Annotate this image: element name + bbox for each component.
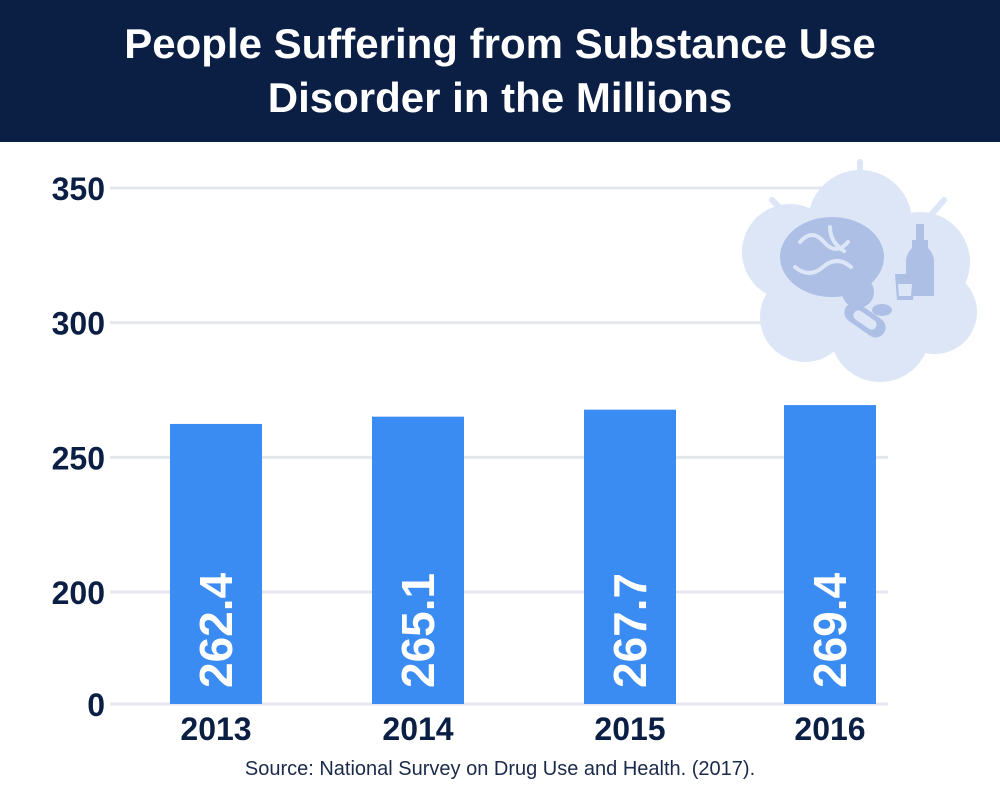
bar-2014 [372,416,464,704]
y-tick-label: 300 [52,306,105,342]
pill-icon [844,302,892,338]
bar-2013 [170,423,262,704]
brain-folds [793,225,853,275]
x-tick-label: 2016 [794,711,865,747]
bar-2016 [784,405,876,704]
bar-2015 [584,409,676,704]
y-tick-label: 250 [52,440,105,476]
y-tick-label: 0 [87,687,105,723]
bar-value-label: 262.4 [190,572,242,688]
bar-value-label: 265.1 [392,573,444,688]
title-banner: People Suffering from Substance Use Diso… [0,0,1000,142]
x-tick-label: 2013 [180,711,251,747]
source-note: Source: National Survey on Drug Use and … [244,758,756,780]
y-axis-ticks: 0 200 250 300 350 [52,171,105,723]
y-tick-label: 200 [52,575,105,611]
x-tick-label: 2014 [382,711,453,747]
chart-title: People Suffering from Substance Use Diso… [124,20,876,121]
bars: 262.4 265.1 267.7 269.4 [170,405,876,704]
glass-icon [895,274,915,300]
bar-value-label: 269.4 [804,572,856,688]
x-axis-ticks: 2013 2014 2015 2016 [180,711,865,747]
x-tick-label: 2015 [594,711,665,747]
radiating-lines [769,159,947,219]
y-tick-label: 350 [52,171,105,207]
substance-illustration [742,159,977,382]
bar-value-label: 267.7 [604,573,656,688]
